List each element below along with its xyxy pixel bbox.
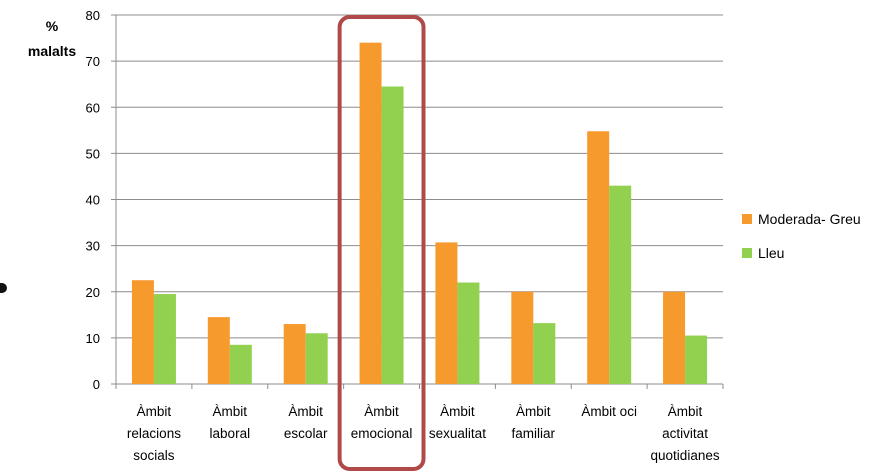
x-tick-label: sexualitat: [429, 426, 486, 441]
bar-lleu: [153, 294, 176, 384]
bar-lleu: [609, 185, 632, 384]
x-tick-label: laboral: [210, 426, 251, 441]
x-tick-label: activitat: [662, 426, 708, 441]
legend-swatch-lleu: [742, 248, 752, 258]
highlight-frame: [337, 15, 426, 471]
y-axis-label-line2: malalts: [27, 43, 77, 59]
y-axis-label-line1: %: [45, 18, 59, 34]
bar-lleu: [381, 86, 404, 385]
legend-label-moderada-greu: Moderada- Greu: [758, 211, 861, 227]
legend-swatch-moderada-greu: [742, 214, 752, 224]
y-tick-label: 50: [86, 146, 100, 161]
bar-moderada-greu: [511, 291, 534, 384]
y-tick-label: 30: [86, 239, 100, 254]
bar-moderada-greu: [359, 42, 382, 385]
x-tick-label: Àmbit: [516, 404, 551, 419]
y-tick-label: 20: [86, 285, 100, 300]
bar-lleu: [305, 333, 328, 384]
bullet-mark: [0, 283, 7, 293]
y-tick-label: 10: [86, 331, 100, 346]
x-tick-label: quotidianes: [651, 448, 720, 463]
x-tick-label: Àmbit: [440, 404, 475, 419]
bar-moderada-greu: [587, 131, 610, 384]
x-tick-label: Àmbit: [213, 404, 248, 419]
bar-lleu: [533, 323, 556, 384]
x-tick-label: Àmbit: [137, 404, 172, 419]
legend: Moderada- Greu Lleu: [742, 208, 861, 276]
y-tick-label: 0: [93, 377, 100, 392]
bar-lleu: [685, 335, 708, 384]
x-tick-label: Àmbit: [364, 404, 399, 419]
bar-moderada-greu: [131, 280, 154, 384]
bar-moderada-greu: [663, 291, 686, 384]
legend-label-lleu: Lleu: [758, 245, 785, 261]
x-tick-label: Àmbit: [288, 404, 323, 419]
bar-lleu: [457, 282, 480, 384]
y-tick-label: 80: [86, 8, 100, 23]
y-tick-label: 40: [86, 193, 100, 208]
legend-item-moderada-greu: Moderada- Greu: [742, 208, 861, 230]
bar-moderada-greu: [435, 242, 458, 384]
bar-moderada-greu: [207, 317, 230, 384]
x-tick-label: emocional: [351, 426, 413, 441]
x-tick-label: escolar: [284, 426, 328, 441]
legend-item-lleu: Lleu: [742, 242, 861, 264]
y-tick-label: 60: [86, 100, 100, 115]
x-tick-label: socials: [133, 448, 175, 463]
x-tick-label: relacions: [127, 426, 181, 441]
y-tick-label: 70: [86, 54, 100, 69]
bar-moderada-greu: [283, 324, 306, 384]
x-tick-label: Àmbit oci: [581, 404, 637, 419]
bar-lleu: [229, 344, 252, 384]
x-tick-label: Àmbit: [668, 404, 703, 419]
x-tick-label: familiar: [512, 426, 556, 441]
